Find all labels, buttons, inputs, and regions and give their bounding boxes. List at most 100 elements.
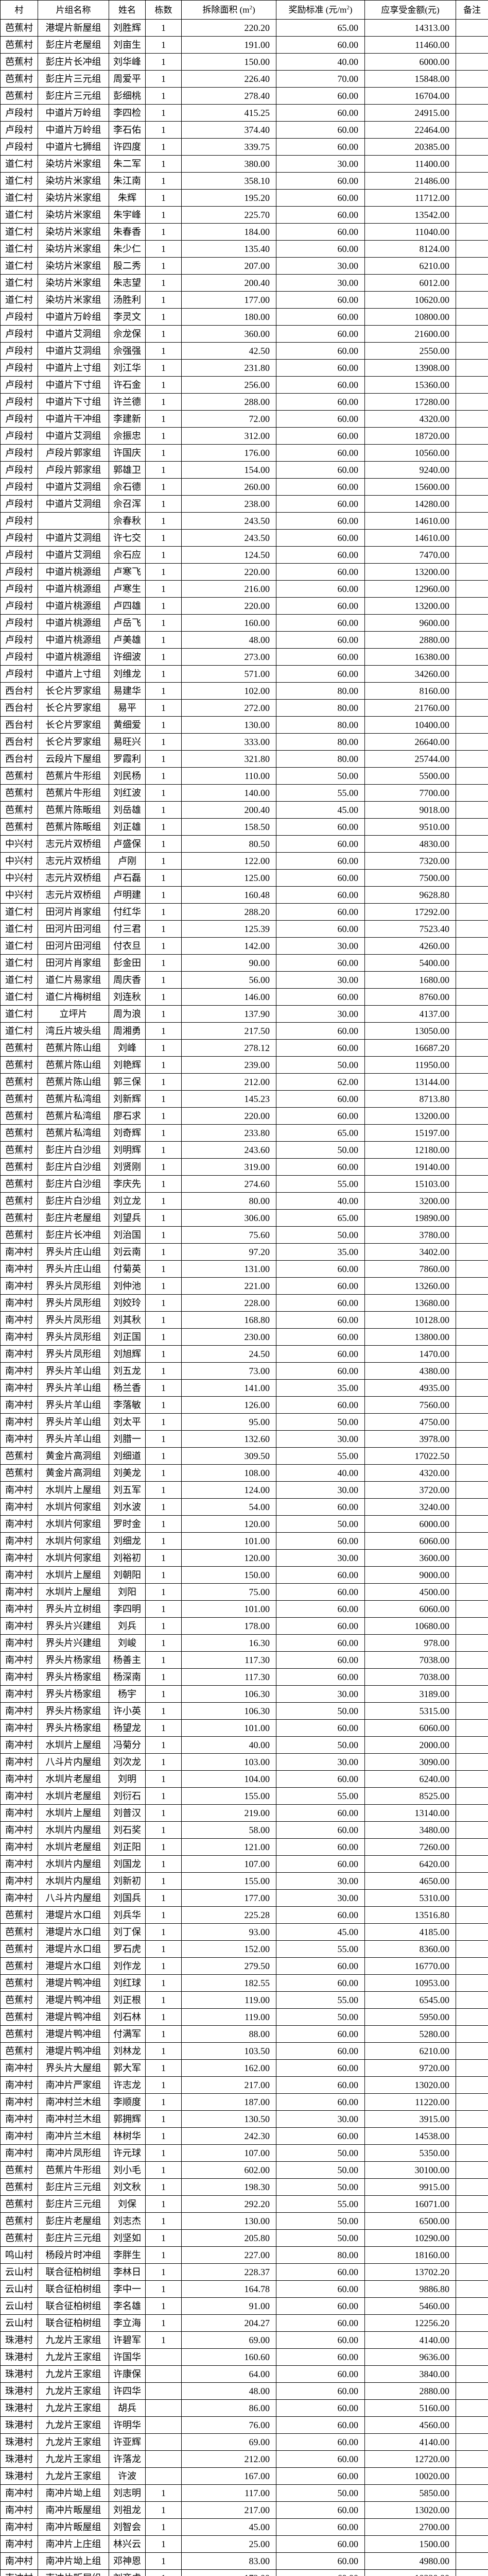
group-cell: 联合征柏树组 <box>38 2297 109 2315</box>
name-cell: 刘亩生 <box>109 36 146 54</box>
remark-cell <box>456 886 488 904</box>
group-cell: 南冲片上庄组 <box>38 2535 109 2553</box>
area-cell: 415.25 <box>181 104 276 122</box>
name-cell: 刘祖龙 <box>109 2501 146 2519</box>
area-cell: 162.00 <box>181 2059 276 2077</box>
header-count: 栋数 <box>145 0 182 20</box>
name-cell: 佘召浑 <box>109 495 146 513</box>
village-cell: 南冲村 <box>0 2093 38 2111</box>
group-cell: 彭庄片白沙组 <box>38 1175 109 1193</box>
table-row: 南冲村 界头片羊山组 杨兰香 1 141.00 35.00 4935.00 <box>0 1379 488 1397</box>
area-cell: 172.00 <box>181 2569 276 2576</box>
count-cell: 1 <box>145 648 182 666</box>
group-cell: 水圳片内屋组 <box>38 1821 109 1839</box>
table-row: 道仁村 田河片肖家组 付红华 1 288.20 60.00 17292.00 <box>0 903 488 921</box>
amount-cell: 8713.80 <box>364 1090 456 1108</box>
village-cell: 卢段村 <box>0 461 38 479</box>
count-cell: 1 <box>145 1634 182 1652</box>
remark-cell <box>456 1481 488 1499</box>
village-cell: 南冲村 <box>0 1617 38 1635</box>
area-cell: 150.00 <box>181 1566 276 1584</box>
rate-cell: 60.00 <box>276 104 365 122</box>
table-row: 南冲村 界头片兴建组 刘峻 1 16.30 60.00 978.00 <box>0 1634 488 1652</box>
area-cell: 48.00 <box>181 2382 276 2400</box>
remark-cell <box>456 1957 488 1975</box>
count-cell: 1 <box>145 1685 182 1703</box>
amount-cell: 17280.00 <box>364 393 456 411</box>
name-cell: 刘胜辉 <box>109 19 146 37</box>
count-cell: 1 <box>145 172 182 190</box>
group-cell: 九龙片王家组 <box>38 2382 109 2400</box>
amount-cell: 13020.00 <box>364 2501 456 2519</box>
group-cell: 南冲片坳上组 <box>38 2552 109 2570</box>
name-cell: 付红华 <box>109 903 146 921</box>
count-cell: 1 <box>145 206 182 224</box>
group-cell: 水圳片何家组 <box>38 1532 109 1550</box>
group-cell: 界头片杨家组 <box>38 1685 109 1703</box>
name-cell: 刘兵 <box>109 1617 146 1635</box>
count-cell: 1 <box>145 2297 182 2315</box>
name-cell: 刘姣玲 <box>109 1294 146 1312</box>
table-row: 西台村 长仑片罗家组 黄细爱 1 130.00 80.00 10400.00 <box>0 716 488 734</box>
amount-cell: 16704.00 <box>364 87 456 105</box>
rate-cell: 30.00 <box>276 1549 365 1567</box>
remark-cell <box>456 750 488 768</box>
remark-cell <box>456 1940 488 1958</box>
village-cell: 云山村 <box>0 2263 38 2281</box>
rate-cell: 50.00 <box>276 2178 365 2196</box>
rate-cell: 80.00 <box>276 699 365 717</box>
count-cell: 1 <box>145 2110 182 2128</box>
rate-cell: 60.00 <box>276 1277 365 1295</box>
table-row: 道仁村 染坊片米家组 朱江南 1 358.10 60.00 21486.00 <box>0 172 488 190</box>
village-cell: 南冲村 <box>0 2144 38 2162</box>
table-row: 南冲村 八斗片内屋组 刘国兵 1 177.00 30.00 5310.00 <box>0 1889 488 1907</box>
group-cell: 中道片桃源组 <box>38 597 109 615</box>
table-row: 南冲村 水圳片内屋组 刘国龙 1 107.00 60.00 6420.00 <box>0 1855 488 1873</box>
rate-cell: 60.00 <box>276 903 365 921</box>
amount-cell: 13050.00 <box>364 1022 456 1040</box>
table-row: 卢段村 中道片上寸组 刘江华 1 231.80 60.00 13908.00 <box>0 359 488 377</box>
rate-cell: 60.00 <box>276 1345 365 1363</box>
rate-cell: 50.00 <box>276 1413 365 1431</box>
amount-cell: 22464.00 <box>364 121 456 139</box>
name-cell: 许小英 <box>109 1702 146 1720</box>
table-row: 芭蕉村 彭庄片三元组 周爱平 1 226.40 70.00 15848.00 <box>0 70 488 88</box>
name-cell: 卢寒飞 <box>109 563 146 581</box>
table-row: 芭蕉村 彭庄片白沙组 刘明辉 1 243.60 50.00 12180.00 <box>0 1141 488 1159</box>
amount-cell: 6210.00 <box>364 2042 456 2060</box>
amount-cell: 4185.00 <box>364 1923 456 1941</box>
name-cell: 刘明辉 <box>109 1141 146 1159</box>
group-cell: 联合征柏树组 <box>38 2280 109 2298</box>
count-cell: 1 <box>145 546 182 564</box>
group-cell: 彭庄片长冲组 <box>38 53 109 71</box>
village-cell: 芭蕉村 <box>0 2229 38 2247</box>
remark-cell <box>456 937 488 955</box>
area-cell: 69.00 <box>181 2331 276 2349</box>
group-cell: 芭蕉片牛形组 <box>38 767 109 785</box>
remark-cell <box>456 1736 488 1754</box>
area-cell: 120.00 <box>181 1515 276 1533</box>
rate-cell: 50.00 <box>276 1056 365 1074</box>
group-cell: 南冲片坳上组 <box>38 2484 109 2502</box>
area-cell: 88.00 <box>181 2025 276 2043</box>
group-cell: 志元片双桥组 <box>38 886 109 904</box>
village-cell: 芭蕉村 <box>0 801 38 819</box>
remark-cell <box>456 2484 488 2502</box>
amount-cell: 4750.00 <box>364 1413 456 1431</box>
table-row: 南冲村 水圳片何家组 刘水波 1 54.00 60.00 3240.00 <box>0 1498 488 1516</box>
village-cell: 云山村 <box>0 2314 38 2332</box>
rate-cell: 60.00 <box>276 2467 365 2485</box>
area-cell: 90.00 <box>181 954 276 972</box>
village-cell: 南冲村 <box>0 2127 38 2145</box>
name-cell: 许明华 <box>109 2416 146 2434</box>
rate-cell: 60.00 <box>276 563 365 581</box>
area-cell: 150.00 <box>181 53 276 71</box>
amount-cell: 7320.00 <box>364 852 456 870</box>
area-cell: 212.00 <box>181 2450 276 2468</box>
count-cell: 1 <box>145 529 182 547</box>
rate-cell: 30.00 <box>276 1872 365 1890</box>
rate-cell: 60.00 <box>276 2450 365 2468</box>
area-cell: 154.00 <box>181 461 276 479</box>
rate-cell: 30.00 <box>276 1889 365 1907</box>
count-cell: 1 <box>145 1447 182 1465</box>
